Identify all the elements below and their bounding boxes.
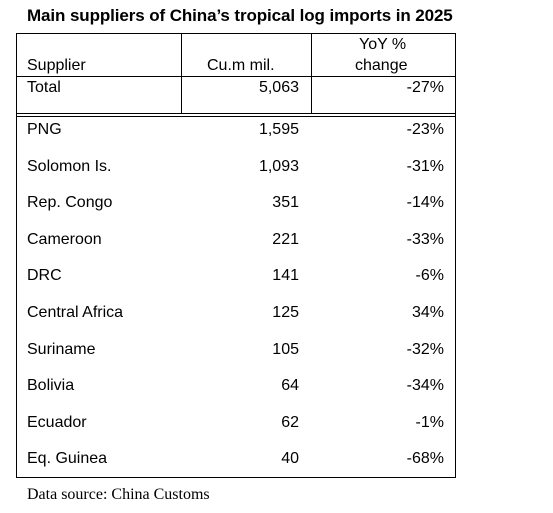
row-supplier: Eq. Guinea (27, 450, 108, 468)
row-change: -14% (406, 194, 444, 212)
table-row: Ecuador 62 -1% (17, 414, 455, 450)
row-supplier: PNG (27, 121, 62, 138)
row-change: -1% (415, 413, 444, 431)
total-volume: 5,063 (258, 79, 299, 96)
row-change: -33% (406, 230, 444, 248)
row-volume: 1,093 (258, 157, 299, 175)
table-row: Central Africa 125 34% (17, 304, 455, 340)
header-yoy-line1: YoY % (359, 36, 407, 53)
data-source: Data source: China Customs (27, 486, 210, 503)
header-divider (17, 76, 455, 77)
supplier-table: Supplier Cu.m mil. YoY % change Total 5,… (16, 33, 456, 478)
row-supplier: Solomon Is. (27, 157, 112, 175)
page-title: Main suppliers of China’s tropical log i… (27, 6, 453, 25)
total-divider (17, 116, 455, 117)
row-volume: 64 (281, 377, 299, 395)
table-row: Cameroon 221 -33% (17, 231, 455, 267)
table-row: Eq. Guinea 40 -68% (17, 450, 455, 486)
row-change: -6% (415, 267, 444, 285)
row-supplier: DRC (27, 267, 62, 285)
row-change: -31% (406, 157, 444, 175)
row-change: 34% (411, 304, 444, 321)
row-supplier: Ecuador (27, 413, 87, 431)
row-change: -34% (406, 377, 444, 395)
row-volume: 105 (272, 340, 299, 358)
row-volume: 351 (272, 194, 299, 212)
row-supplier: Rep. Congo (27, 194, 113, 212)
table-row: DRC 141 -6% (17, 267, 455, 303)
header-volume: Cu.m mil. (207, 57, 275, 74)
table-row: Rep. Congo 351 -14% (17, 194, 455, 230)
header-supplier: Supplier (27, 57, 86, 74)
row-change: -32% (406, 340, 444, 358)
row-volume: 221 (272, 230, 299, 248)
row-supplier: Central Africa (27, 304, 124, 321)
row-volume: 62 (281, 413, 299, 431)
row-change: -68% (406, 450, 444, 468)
row-supplier: Suriname (27, 340, 96, 358)
table-row: PNG 1,595 -23% (17, 121, 455, 157)
total-label: Total (27, 79, 61, 96)
row-supplier: Bolivia (27, 377, 75, 395)
column-divider (181, 34, 182, 114)
row-supplier: Cameroon (27, 230, 102, 248)
table-row: Bolivia 64 -34% (17, 377, 455, 413)
total-change: -27% (406, 79, 444, 96)
column-divider (311, 34, 312, 114)
row-volume: 141 (272, 267, 299, 285)
row-volume: 1,595 (258, 121, 299, 138)
total-divider (17, 113, 455, 114)
row-volume: 40 (281, 450, 299, 468)
row-volume: 125 (272, 304, 299, 321)
table-row: Suriname 105 -32% (17, 341, 455, 377)
table-row: Solomon Is. 1,093 -31% (17, 158, 455, 194)
header-yoy-line2: change (355, 57, 408, 74)
row-change: -23% (406, 121, 444, 138)
